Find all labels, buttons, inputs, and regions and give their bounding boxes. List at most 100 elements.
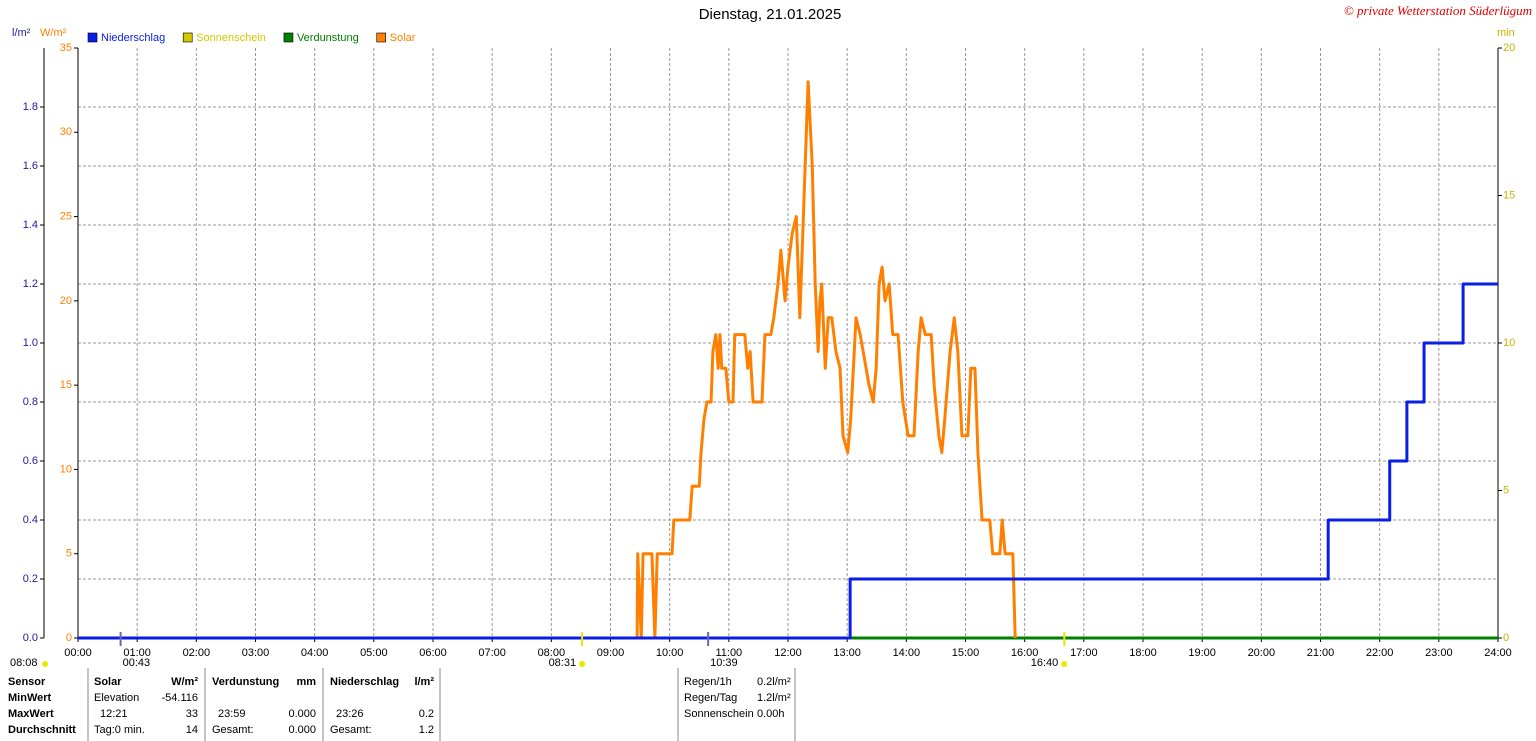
y-tick-label: 0.4: [23, 514, 38, 526]
legend-swatch: [87, 32, 98, 43]
x-tick-label: 19:00: [1188, 647, 1216, 659]
x-tick-label: 02:00: [183, 647, 211, 659]
legend-label: Verdunstung: [297, 32, 359, 44]
x-tick-label: 03:00: [242, 647, 270, 659]
col-header: Niederschlag: [330, 676, 399, 688]
y-tick-label: 30: [60, 126, 72, 138]
x-tick-label: 05:00: [360, 647, 388, 659]
x-tick-label: 22:00: [1366, 647, 1394, 659]
x-tick-label: 04:00: [301, 647, 329, 659]
summary-value: 1.2l/m²: [757, 692, 791, 704]
x-tick-label: 06:00: [419, 647, 447, 659]
row-label: MinWert: [8, 692, 52, 704]
annotation-dot: [42, 661, 48, 667]
annotation-label: 08:08: [10, 657, 38, 669]
cell: Elevation: [94, 692, 139, 704]
annotation-label: 10:39: [710, 657, 738, 669]
x-tick-label: 12:00: [774, 647, 802, 659]
annotation-label: 08:31: [549, 657, 577, 669]
legend-label: Sonnenschein: [196, 32, 266, 44]
annotation-label: 00:43: [123, 657, 151, 669]
x-tick-label: 24:00: [1484, 647, 1512, 659]
y-tick-label: 20: [1503, 42, 1515, 54]
legend-swatch: [283, 32, 294, 43]
cell: 14: [186, 724, 198, 736]
legend-swatch: [376, 32, 387, 43]
cell: 12:21: [100, 708, 128, 720]
y-tick-label: 10: [1503, 337, 1515, 349]
chart-title: Dienstag, 21.01.2025: [699, 6, 842, 23]
y-tick-label: 1.8: [23, 101, 38, 113]
x-tick-label: 15:00: [952, 647, 980, 659]
y-tick-label: 15: [60, 379, 72, 391]
y-tick-label: 5: [1503, 484, 1509, 496]
x-tick-label: 10:00: [656, 647, 684, 659]
cell: Gesamt:: [212, 724, 254, 736]
axis-label: W/m²: [40, 27, 67, 39]
x-tick-label: 11:00: [715, 647, 742, 659]
annotation-dot: [1061, 661, 1068, 667]
legend-label: Niederschlag: [101, 32, 165, 44]
summary-label: Sonnenschein: [684, 708, 754, 720]
cell: 1.2: [419, 724, 434, 736]
axis-label: l/m²: [12, 27, 31, 39]
y-tick-label: 0: [1503, 632, 1509, 644]
y-tick-label: 25: [60, 210, 72, 222]
y-tick-label: 20: [60, 295, 72, 307]
cell: Gesamt:: [330, 724, 372, 736]
credit: © private Wetterstation Süderlügum: [1344, 3, 1532, 18]
y-tick-label: 1.6: [23, 160, 38, 172]
cell: 0.2: [419, 708, 434, 720]
summary-value: 0.2l/m²: [757, 676, 791, 688]
cell: -54.116: [162, 692, 199, 704]
cell: 33: [186, 708, 198, 720]
x-tick-label: 07:00: [478, 647, 506, 659]
y-tick-label: 0: [66, 632, 72, 644]
cell: 23:59: [218, 708, 246, 720]
x-tick-label: 21:00: [1307, 647, 1335, 659]
row-label: Durchschnitt: [8, 724, 76, 736]
axis-label: min: [1497, 27, 1515, 39]
summary-value: 0.00h: [757, 708, 785, 720]
annotation-dot: [579, 661, 586, 667]
annotation-label: 16:40: [1031, 657, 1059, 669]
cell: 0.000: [288, 724, 316, 736]
x-tick-label: 16:00: [1011, 647, 1039, 659]
x-tick-label: 13:00: [833, 647, 861, 659]
col-unit: mm: [296, 676, 316, 688]
x-tick-label: 20:00: [1248, 647, 1276, 659]
series-line: [635, 80, 1017, 640]
summary-label: Regen/1h: [684, 676, 732, 688]
col-unit: W/m²: [171, 676, 198, 688]
row-label: MaxWert: [8, 708, 54, 720]
cell: 0.000: [288, 708, 316, 720]
x-tick-label: 17:00: [1070, 647, 1098, 659]
y-tick-label: 1.2: [23, 278, 38, 290]
cell: 23:26: [336, 708, 364, 720]
y-tick-label: 1.0: [23, 337, 38, 349]
y-tick-label: 15: [1503, 189, 1515, 201]
x-tick-label: 00:00: [64, 647, 92, 659]
y-tick-label: 1.4: [23, 219, 38, 231]
y-tick-label: 10: [60, 463, 72, 475]
y-tick-label: 0.6: [23, 455, 38, 467]
row-label: Sensor: [8, 676, 46, 688]
legend-swatch: [182, 32, 193, 43]
series-line: [78, 282, 1498, 640]
col-unit: l/m²: [414, 676, 434, 688]
cell: Tag:0 min.: [94, 724, 145, 736]
x-tick-label: 08:00: [538, 647, 566, 659]
y-tick-label: 0.8: [23, 396, 38, 408]
x-tick-label: 09:00: [597, 647, 625, 659]
legend-label: Solar: [390, 32, 416, 44]
col-header: Verdunstung: [212, 676, 279, 688]
x-tick-label: 01:00: [123, 647, 151, 659]
y-tick-label: 35: [60, 42, 72, 54]
summary-label: Regen/Tag: [684, 692, 737, 704]
col-header: Solar: [94, 676, 122, 688]
x-tick-label: 14:00: [893, 647, 921, 659]
stats-table: Sensor MinWert MaxWert Durchschnitt Solar W/m…: [8, 668, 796, 741]
y-tick-label: 0.0: [23, 632, 38, 644]
